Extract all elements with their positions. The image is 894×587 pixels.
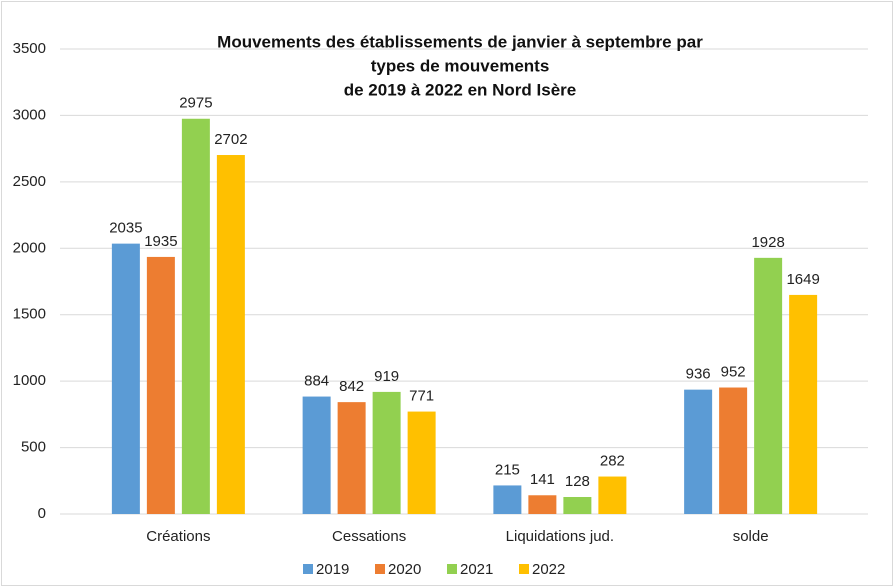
data-label: 1935: [144, 233, 177, 250]
bar: [719, 387, 748, 514]
data-label: 919: [374, 368, 399, 385]
data-label: 842: [339, 378, 364, 395]
y-tick-label: 1500: [13, 306, 46, 323]
data-label: 128: [565, 473, 590, 490]
x-tick-label: solde: [733, 528, 769, 545]
legend-swatch: [447, 564, 457, 574]
bar: [111, 243, 140, 514]
x-tick-label: Cessations: [332, 528, 406, 545]
y-tick-label: 1000: [13, 372, 46, 389]
legend-label: 2022: [532, 561, 565, 578]
bar: [789, 294, 818, 514]
y-tick-label: 2000: [13, 239, 46, 256]
bar: [181, 118, 210, 514]
data-label: 141: [530, 471, 555, 488]
data-label: 282: [600, 453, 625, 470]
bar: [754, 257, 783, 514]
chart-title: de 2019 à 2022 en Nord Isère: [344, 80, 576, 99]
bar: [407, 411, 436, 514]
bar: [684, 389, 713, 514]
data-label: 2035: [109, 220, 142, 237]
data-label: 2975: [179, 95, 212, 112]
y-tick-label: 2500: [13, 173, 46, 190]
y-tick-label: 3000: [13, 106, 46, 123]
data-label: 771: [409, 388, 434, 405]
bar: [302, 396, 331, 514]
data-label: 2702: [214, 131, 247, 148]
bar: [598, 476, 627, 514]
data-label: 936: [686, 366, 711, 383]
legend-swatch: [375, 564, 385, 574]
bar: [146, 256, 175, 514]
bar: [528, 495, 557, 514]
data-label: 215: [495, 461, 520, 478]
x-tick-label: Liquidations jud.: [506, 528, 614, 545]
data-label: 952: [721, 363, 746, 380]
bar: [372, 391, 401, 514]
chart-title: Mouvements des établissements de janvier…: [217, 32, 703, 51]
y-tick-label: 0: [38, 505, 46, 522]
bar: [337, 402, 366, 514]
y-tick-label: 3500: [13, 40, 46, 57]
data-label: 884: [304, 373, 329, 390]
data-label: 1649: [786, 271, 819, 288]
bar: [563, 496, 592, 514]
data-label: 1928: [751, 234, 784, 251]
legend-swatch: [519, 564, 529, 574]
legend-label: 2020: [388, 561, 421, 578]
legend-swatch: [303, 564, 313, 574]
x-tick-label: Créations: [146, 528, 210, 545]
y-tick-label: 500: [21, 439, 46, 456]
legend-label: 2019: [316, 561, 349, 578]
labels: 0 500 1000 1500 2000 2500 3000 3500 Mouvements d…: [13, 32, 820, 577]
bar: [493, 485, 522, 514]
marks: [111, 118, 818, 514]
bar: [216, 155, 245, 514]
chart-title: types de mouvements: [371, 56, 550, 75]
legend-label: 2021: [460, 561, 493, 578]
